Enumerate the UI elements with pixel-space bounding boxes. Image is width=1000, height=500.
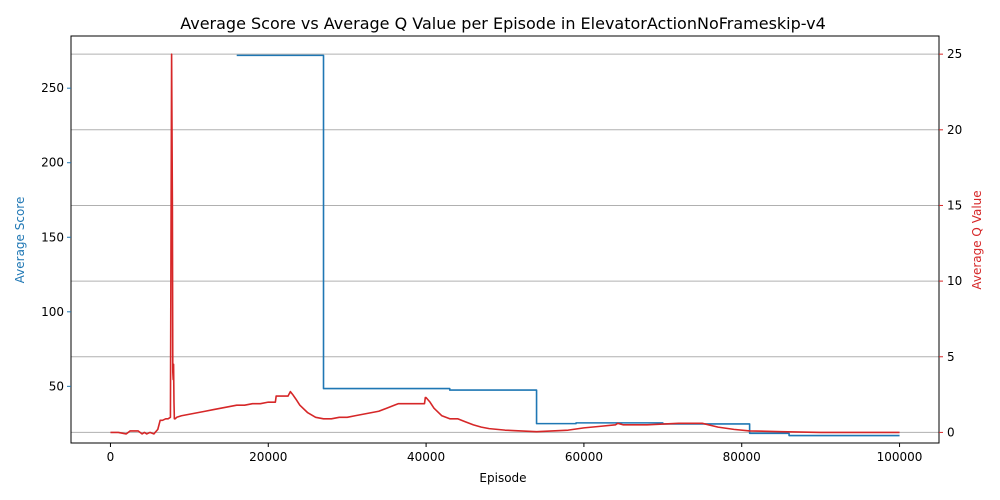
plot-area	[110, 53, 900, 437]
x-tick-label: 0	[107, 450, 115, 464]
chart-title: Average Score vs Average Q Value per Epi…	[180, 14, 826, 33]
y-right-tick-label: 15	[947, 198, 962, 212]
q-value-series-line	[110, 53, 900, 435]
y-right-tick-label: 5	[947, 350, 955, 364]
x-axis-label: Episode	[479, 471, 526, 485]
y-left-tick-label: 100	[41, 305, 64, 319]
y-axis-right-label: Average Q Value	[970, 190, 984, 289]
grid	[71, 53, 939, 433]
y-left-tick-label: 50	[49, 379, 64, 393]
y-left-tick-label: 250	[41, 81, 64, 95]
x-tick-label: 80000	[723, 450, 761, 464]
x-tick-label: 100000	[877, 450, 923, 464]
x-tick-label: 20000	[249, 450, 287, 464]
x-tick-label: 60000	[565, 450, 603, 464]
score-series-line	[236, 54, 900, 437]
y-left-tick-label: 200	[41, 156, 64, 170]
x-tick-label: 40000	[407, 450, 445, 464]
axes: 0 20000 40000 60000 80000 1000005010015020025…	[41, 35, 962, 464]
y-right-tick-label: 0	[947, 425, 955, 439]
y-right-tick-label: 25	[947, 47, 962, 61]
y-left-tick-label: 150	[41, 230, 64, 244]
y-right-tick-label: 10	[947, 274, 962, 288]
y-axis-left-label: Average Score	[13, 197, 27, 284]
plot-frame	[70, 35, 940, 444]
y-right-tick-label: 20	[947, 123, 962, 137]
